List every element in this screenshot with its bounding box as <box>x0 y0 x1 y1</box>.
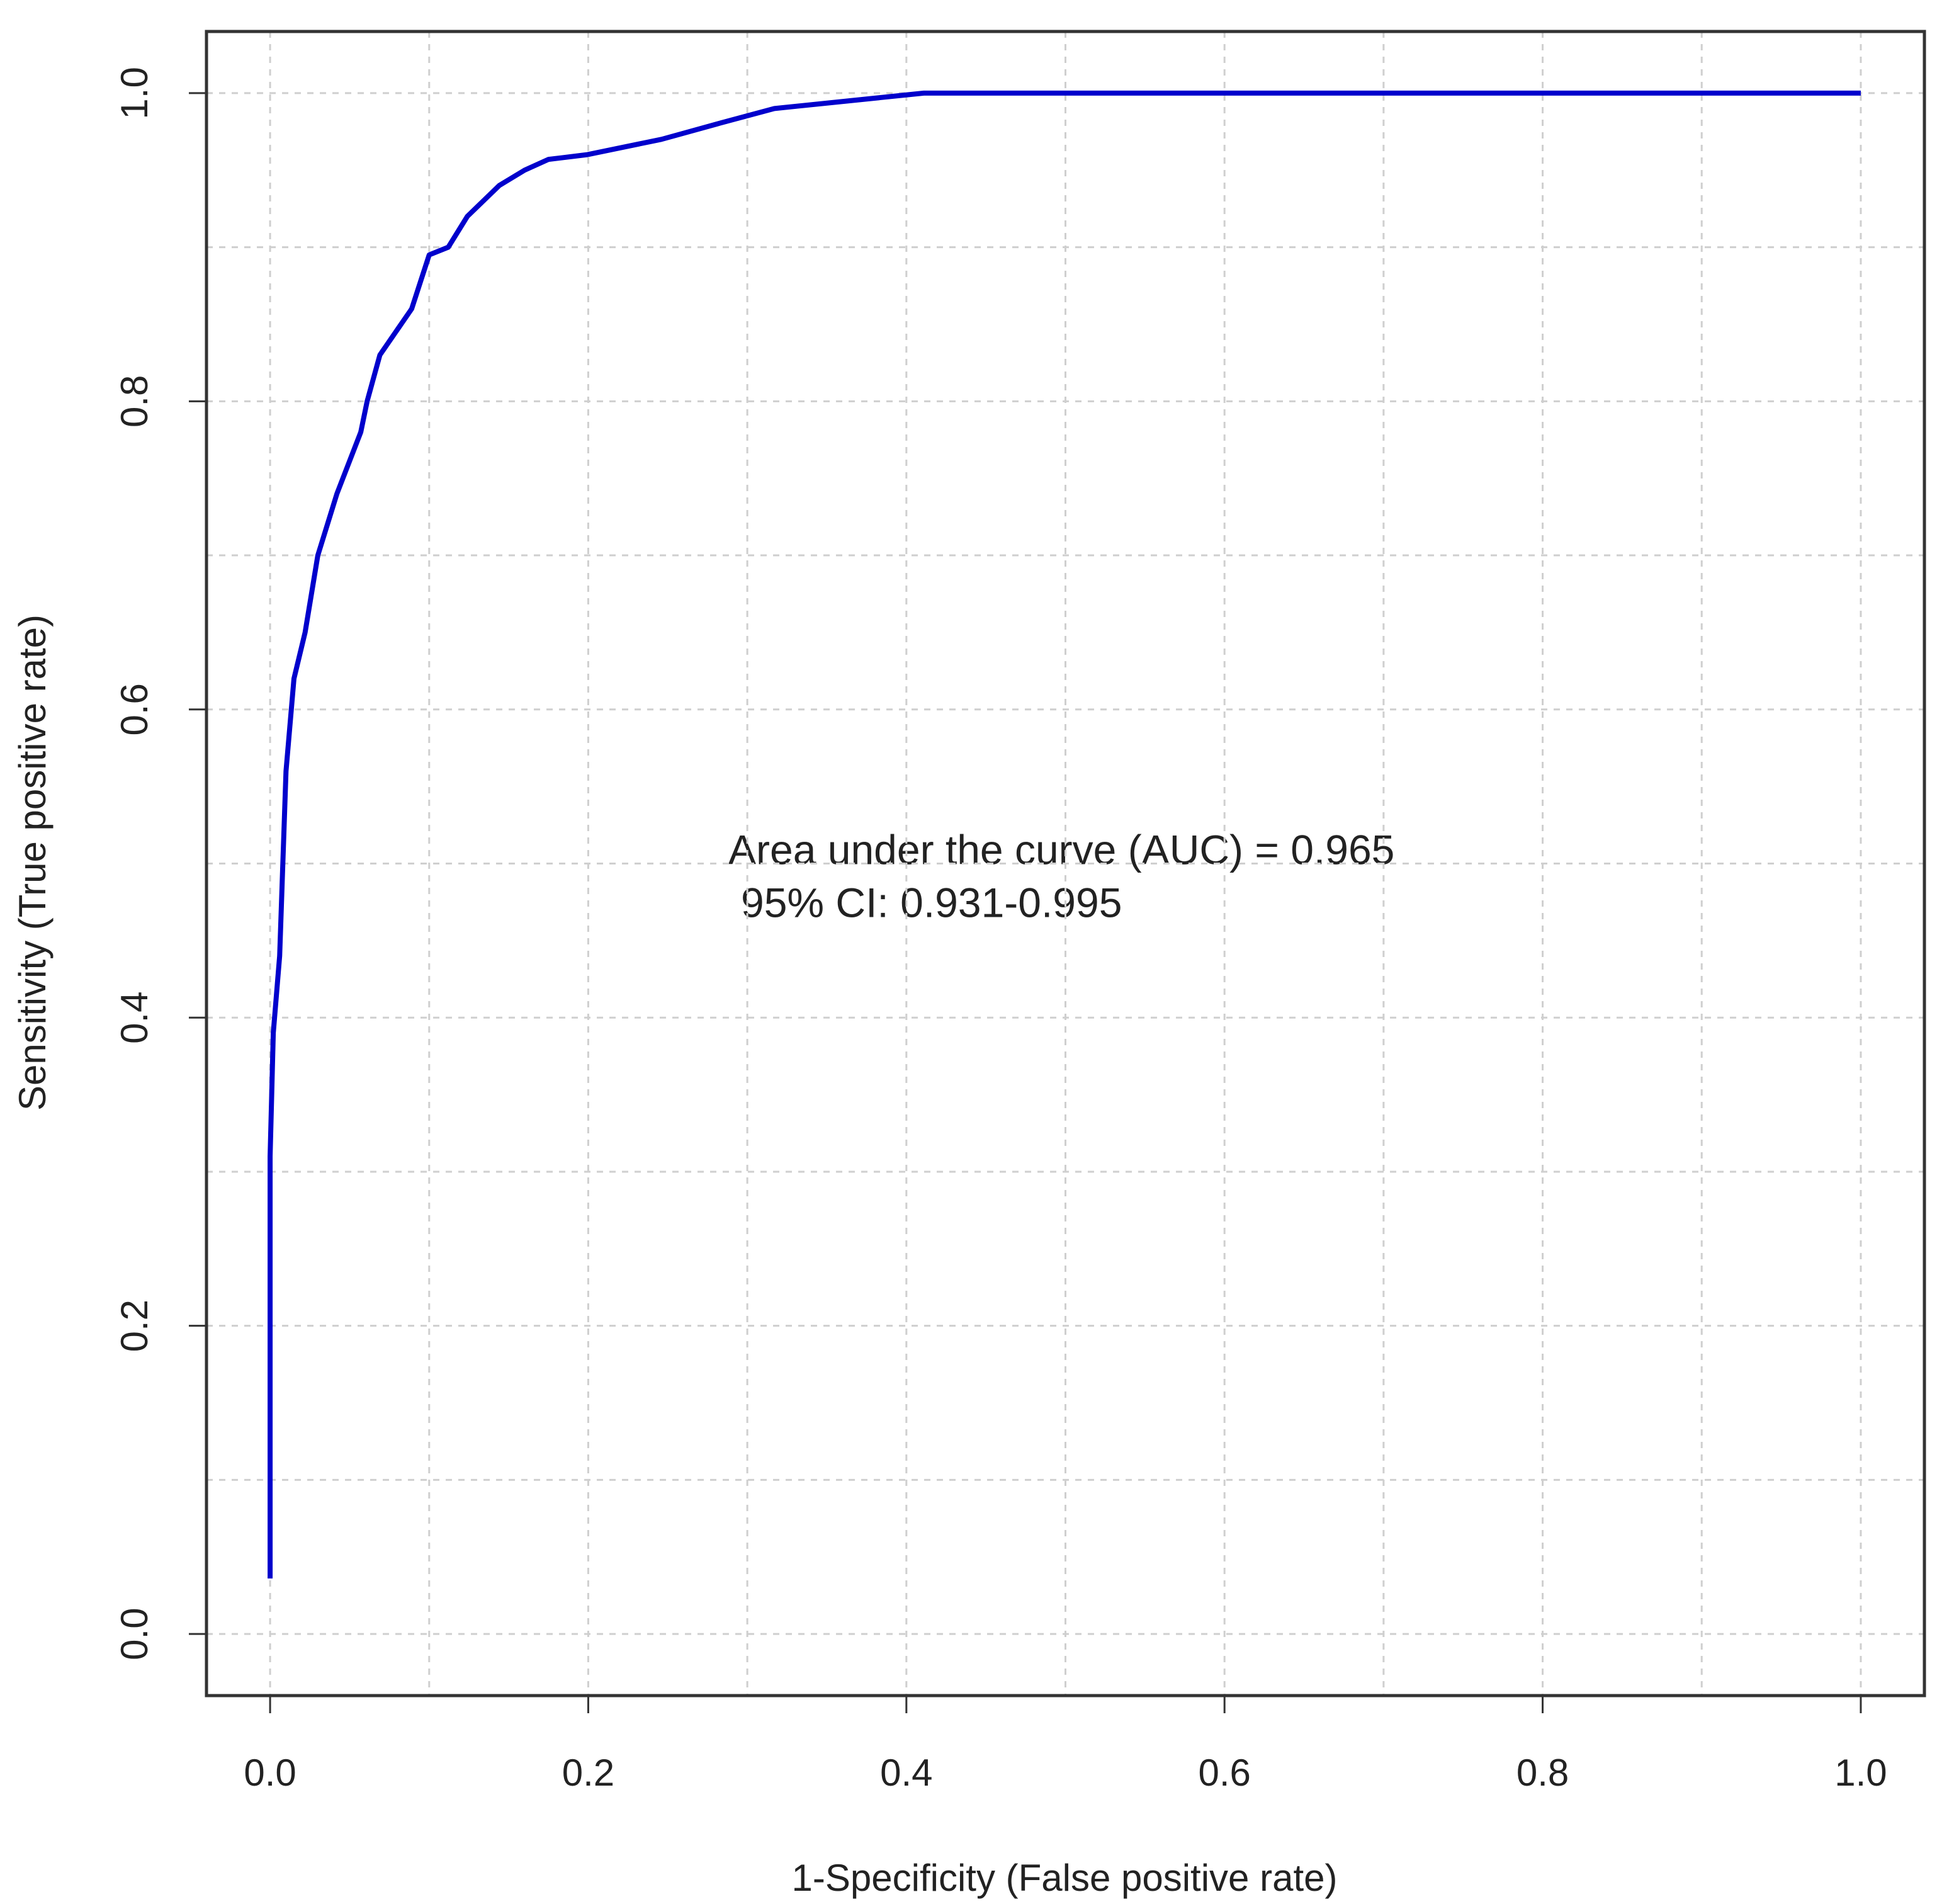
y-tick-label: 0.2 <box>113 1300 155 1352</box>
y-tick-label: 0.0 <box>113 1607 155 1660</box>
annotation: 95% CI: 0.931-0.995 <box>741 879 1122 926</box>
x-axis-label: 1-Specificity (False positive rate) <box>792 1857 1338 1899</box>
y-tick-label: 0.4 <box>113 992 155 1044</box>
plot-frame <box>205 30 1926 1697</box>
x-tick-label: 1.0 <box>1834 1752 1887 1794</box>
x-tick-label: 0.8 <box>1516 1752 1569 1794</box>
annotation: Area under the curve (AUC) = 0.965 <box>728 826 1394 873</box>
x-tick-label: 0.2 <box>562 1752 614 1794</box>
x-tick-label: 0.6 <box>1198 1752 1250 1794</box>
y-tick-label: 1.0 <box>113 67 155 119</box>
y-tick-label: 0.8 <box>113 375 155 428</box>
x-tick-label: 0.4 <box>880 1752 932 1794</box>
roc-curve <box>268 90 1861 1579</box>
y-tick-label: 0.6 <box>113 683 155 735</box>
y-axis-label: Sensitivity (True positive rate) <box>11 615 54 1111</box>
x-tick-label: 0.0 <box>244 1752 296 1794</box>
